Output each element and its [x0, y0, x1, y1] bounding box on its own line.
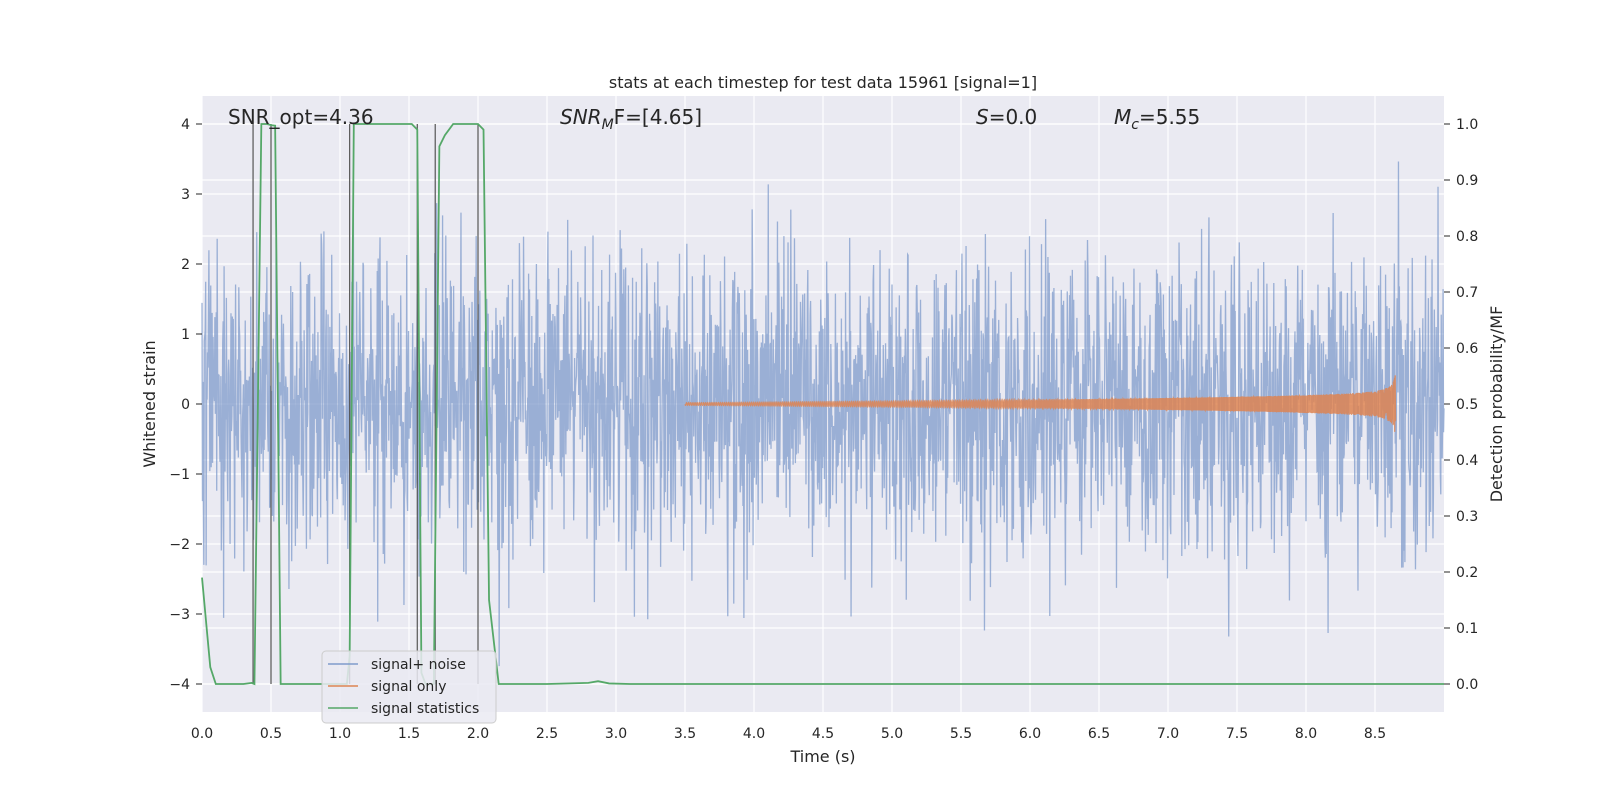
y-right-axis-label: Detection probability/MF	[1487, 306, 1506, 503]
x-tick-label: 4.5	[812, 726, 834, 742]
x-tick-label: 6.5	[1088, 726, 1110, 742]
y-left-tick-label: 0	[181, 397, 190, 413]
x-tick-label: 0.5	[260, 726, 282, 742]
annotation-mc-base: M	[1114, 105, 1131, 129]
x-tick-label: 3.0	[605, 726, 627, 742]
x-tick-label: 8.5	[1364, 726, 1386, 742]
x-tick-label: 2.5	[536, 726, 558, 742]
annotation-snr-mf-sub: M	[602, 117, 614, 133]
x-tick-label: 0.0	[191, 726, 213, 742]
y-right-tick-label: 0.2	[1456, 565, 1478, 581]
annotation-mc-sub: c	[1131, 117, 1139, 133]
annotation-s-rest: =0.0	[989, 105, 1038, 129]
y-left-tick-label: −1	[169, 467, 190, 483]
x-tick-label: 8.0	[1295, 726, 1317, 742]
signal-statistics-series	[201, 123, 1444, 686]
y-right-tick-label: 0.3	[1456, 509, 1478, 525]
signal-noise-series	[201, 161, 1445, 667]
y-right-tick-label: 0.8	[1456, 229, 1478, 245]
y-left-tick-label: −4	[169, 677, 190, 693]
legend-box	[321, 650, 497, 724]
y-left-tick-label: −2	[169, 537, 190, 553]
annotation-snr-mf-base: SNR	[560, 105, 602, 129]
annotation-mc: Mc=5.55	[1114, 105, 1200, 133]
annotation-s-base: S	[976, 105, 989, 129]
legend-label-signal-only: signal only	[371, 679, 446, 695]
y-right-tick-label: 0.9	[1456, 173, 1478, 189]
y-right-tick-label: 0.0	[1456, 677, 1478, 693]
y-left-tick-labels: −4 −3 −2 −1 0 1 2 3 4	[169, 117, 202, 693]
y-right-tick-label: 0.7	[1456, 285, 1478, 301]
x-tick-label: 3.5	[674, 726, 696, 742]
signal-noise-line	[201, 161, 1445, 667]
legend-label-signal-noise: signal+ noise	[371, 657, 466, 673]
y-right-tick-label: 0.6	[1456, 341, 1478, 357]
y-left-tick-label: 2	[181, 257, 190, 273]
y-left-tick-label: 4	[181, 117, 190, 133]
y-left-tick-label: −3	[169, 607, 190, 623]
x-tick-label: 6.0	[1019, 726, 1041, 742]
y-right-tick-label: 0.4	[1456, 453, 1478, 469]
y-left-tick-label: 3	[181, 187, 190, 203]
annotation-snr-opt: SNR_opt=4.36	[228, 105, 374, 129]
annotation-mc-rest: =5.55	[1139, 105, 1200, 129]
x-tick-label: 5.5	[950, 726, 972, 742]
annotation-snr-mf: SNRMF=[4.65]	[560, 105, 702, 133]
y-right-tick-label: 0.1	[1456, 621, 1478, 637]
x-tick-label: 5.0	[881, 726, 903, 742]
x-tick-label: 1.5	[398, 726, 420, 742]
signal-only-series	[684, 375, 1397, 432]
x-tick-label: 7.5	[1226, 726, 1248, 742]
annotation-s: S=0.0	[976, 105, 1037, 129]
y-right-tick-label: 0.5	[1456, 397, 1478, 413]
x-tick-label: 7.0	[1157, 726, 1179, 742]
x-tick-label: 2.0	[467, 726, 489, 742]
x-axis-label: Time (s)	[789, 747, 855, 766]
y-right-tick-label: 1.0	[1456, 117, 1478, 133]
x-tick-label: 4.0	[743, 726, 765, 742]
legend: signal+ noise signal only signal statist…	[321, 650, 497, 724]
annotation-snr-mf-rest: F=[4.65]	[614, 105, 702, 129]
y-right-tick-labels: 0.0 0.1 0.2 0.3 0.4 0.5 0.6 0.7 0.8 0.9 1.0	[1444, 117, 1478, 693]
legend-label-signal-statistics: signal statistics	[371, 701, 479, 717]
x-tick-label: 1.0	[329, 726, 351, 742]
y-left-tick-label: 1	[181, 327, 190, 343]
x-tick-labels: 0.0 0.5 1.0 1.5 2.0 2.5 3.0 3.5 4.0 4.5 5.0 5.5 6.0 6…	[191, 726, 1386, 742]
signal-only-line	[684, 375, 1397, 432]
y-left-axis-label: Whitened strain	[140, 340, 159, 467]
signal-statistics-line	[201, 123, 1444, 686]
chart-title: stats at each timestep for test data 159…	[609, 73, 1037, 92]
